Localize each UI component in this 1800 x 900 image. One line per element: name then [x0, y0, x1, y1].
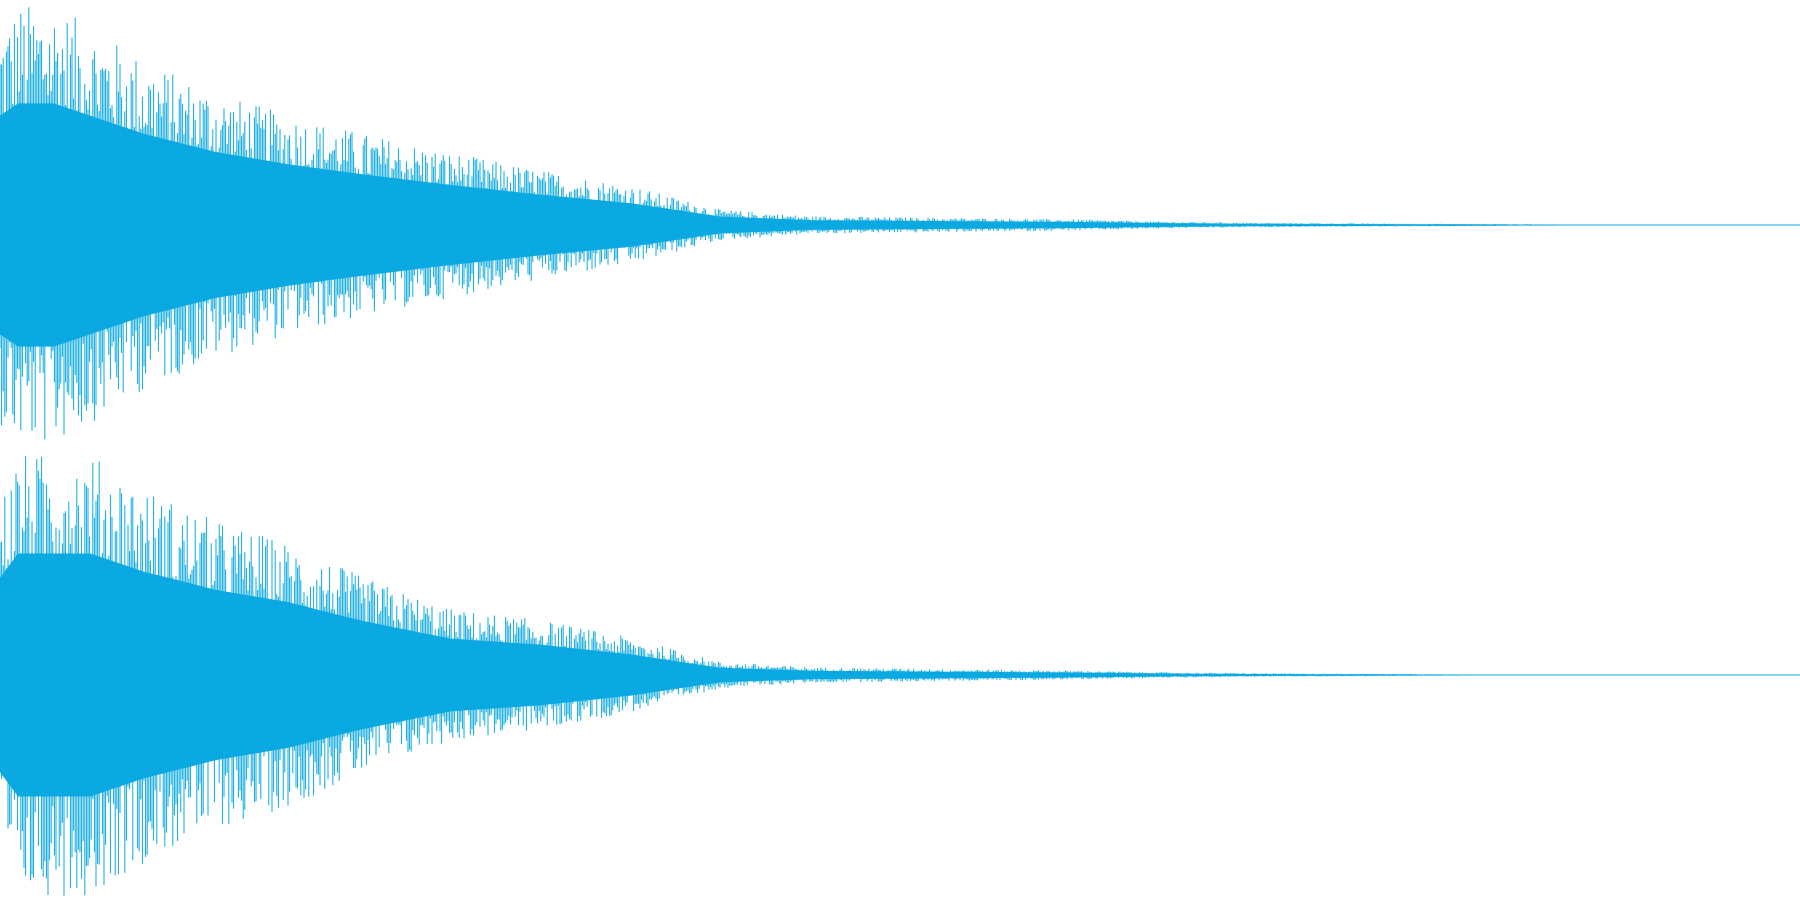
channel-1-waveform: [0, 7, 1800, 440]
channel-1-envelope: [0, 103, 1800, 347]
channel-1-peaks: [0, 7, 1598, 440]
channel-2-peaks: [0, 456, 1508, 896]
channel-2-envelope: [0, 553, 1800, 797]
channel-2-waveform: [0, 456, 1800, 896]
